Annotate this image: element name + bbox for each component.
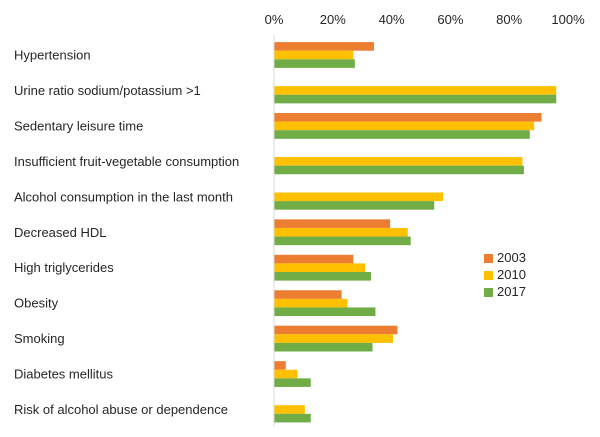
bar-2003-6 (274, 254, 354, 264)
legend-label: 2010 (497, 267, 526, 282)
legend-label: 2003 (497, 250, 526, 265)
bar-2010-0 (274, 50, 354, 60)
category-label: Diabetes mellitus (14, 367, 113, 382)
bar-2017-0 (274, 59, 355, 68)
legend-swatch-2010 (484, 271, 493, 280)
x-tick-label: 20% (320, 12, 346, 27)
category-label: Alcohol consumption in the last month (14, 189, 233, 204)
bar-2010-4 (274, 192, 444, 202)
category-label: Obesity (14, 296, 59, 311)
bar-2017-4 (274, 201, 435, 210)
bar-2010-7 (274, 298, 348, 308)
bar-2010-9 (274, 369, 298, 379)
bar-2003-9 (274, 361, 286, 370)
bar-2010-6 (274, 263, 366, 272)
category-labels: Hypertension Urine ratio sodium/potassium… (14, 48, 239, 418)
x-tick-label: 100% (551, 12, 585, 27)
bar-2017-1 (274, 94, 557, 104)
category-label: Smoking (14, 331, 65, 346)
bar-2017-2 (274, 130, 530, 139)
bar-2017-10 (274, 413, 311, 423)
category-label: High triglycerides (14, 260, 114, 275)
legend: 2003 2010 2017 (484, 250, 526, 299)
bar-2017-9 (274, 378, 311, 387)
x-tick-label: 40% (379, 12, 405, 27)
bar-2003-5 (274, 219, 391, 228)
bar-2017-6 (274, 272, 372, 281)
category-label: Hypertension (14, 48, 91, 63)
bar-2010-2 (274, 121, 535, 131)
x-axis-ticks: 0% 20% 40% 60% 80% 100% (265, 12, 585, 27)
bar-2017-8 (274, 342, 373, 352)
category-label: Risk of alcohol abuse or dependence (14, 402, 228, 417)
bar-2010-3 (274, 157, 523, 166)
bar-2017-7 (274, 307, 376, 317)
category-label: Urine ratio sodium/potassium >1 (14, 83, 201, 98)
bar-2010-5 (274, 227, 408, 237)
x-tick-label: 0% (265, 12, 284, 27)
bar-2010-1 (274, 86, 557, 95)
legend-swatch-2003 (484, 254, 493, 263)
legend-swatch-2017 (484, 288, 493, 297)
category-label: Insufficient fruit-vegetable consumption (14, 154, 239, 169)
category-label: Sedentary leisure time (14, 118, 143, 133)
bar-2017-5 (274, 236, 411, 246)
x-tick-label: 80% (496, 12, 522, 27)
bar-2010-10 (274, 405, 305, 414)
bar-2003-8 (274, 325, 398, 335)
bars (274, 42, 557, 423)
x-tick-label: 60% (437, 12, 463, 27)
bar-2010-8 (274, 334, 394, 343)
bar-2017-3 (274, 165, 524, 175)
bar-2003-7 (274, 290, 342, 299)
legend-label: 2017 (497, 284, 526, 299)
category-label: Decreased HDL (14, 225, 107, 240)
bar-2003-0 (274, 42, 374, 51)
bar-2003-2 (274, 113, 542, 122)
